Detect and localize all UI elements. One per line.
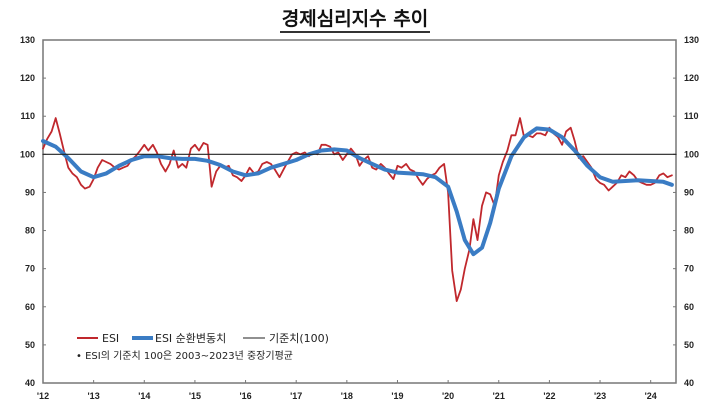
x-tick-label: '16 [239,391,251,401]
y-tick-label-right: 120 [684,73,699,83]
x-tick-label: '19 [391,391,403,401]
plot-border [42,39,677,384]
series-lines [41,117,677,303]
y-tick-label-right: 130 [684,35,699,45]
y-tick-label-left: 40 [25,378,35,388]
y-tick-label-right: 100 [684,149,699,159]
legend-note: • ESI의 기준치 100은 2003~2023년 중장기평균 [76,350,293,362]
y-tick-label-left: 100 [20,149,35,159]
y-tick-label-left: 50 [25,340,35,350]
y-tick-label-left: 80 [25,226,35,236]
y-axis-right: 40 50 60 70 80 90 100 110 120 130 [673,35,699,388]
x-tick-label: '12 [37,391,49,401]
legend-baseline-label: 기준치(100) [269,332,329,345]
y-axis-left: 40 50 60 70 80 90 100 110 120 130 [20,35,46,388]
plot-frame [42,39,677,384]
x-tick-label: '13 [88,391,100,401]
legend-cyclical-label: ESI 순환변동치 [155,332,226,345]
y-tick-label-right: 110 [684,111,699,121]
y-tick-label-right: 80 [684,226,694,236]
x-tick-label: '23 [594,391,606,401]
x-tick-label: '18 [341,391,353,401]
y-tick-label-right: 60 [684,302,694,312]
esi-line [42,117,673,303]
y-tick-label-left: 130 [20,35,35,45]
x-tick-label: '22 [543,391,555,401]
x-tick-label: '20 [442,391,454,401]
x-tick-label: '21 [493,391,505,401]
y-tick-label-right: 50 [684,340,694,350]
x-tick-label: '14 [138,391,150,401]
y-tick-label-right: 40 [684,378,694,388]
y-tick-label-left: 90 [25,187,35,197]
y-tick-label-left: 60 [25,302,35,312]
legend: ESI ESI 순환변동치 기준치(100) • ESI의 기준치 100은 2… [76,332,329,362]
x-tick-label: '24 [645,391,657,401]
y-tick-label-left: 70 [25,264,35,274]
y-tick-label-left: 110 [20,111,35,121]
y-tick-label-right: 70 [684,264,694,274]
x-tick-label: '17 [290,391,302,401]
x-axis: '12 '13 '14 '15 '16 '17 '18 '19 '20 '21 '22 '23 '24 [37,380,657,401]
y-tick-label-left: 120 [20,73,35,83]
chart-title: 경제심리지수 추이 [0,4,710,33]
y-tick-label-right: 90 [684,187,694,197]
cyclical-line [41,126,674,257]
legend-esi-label: ESI [102,332,119,345]
chart-title-text: 경제심리지수 추이 [279,8,431,33]
x-tick-label: '15 [189,391,201,401]
